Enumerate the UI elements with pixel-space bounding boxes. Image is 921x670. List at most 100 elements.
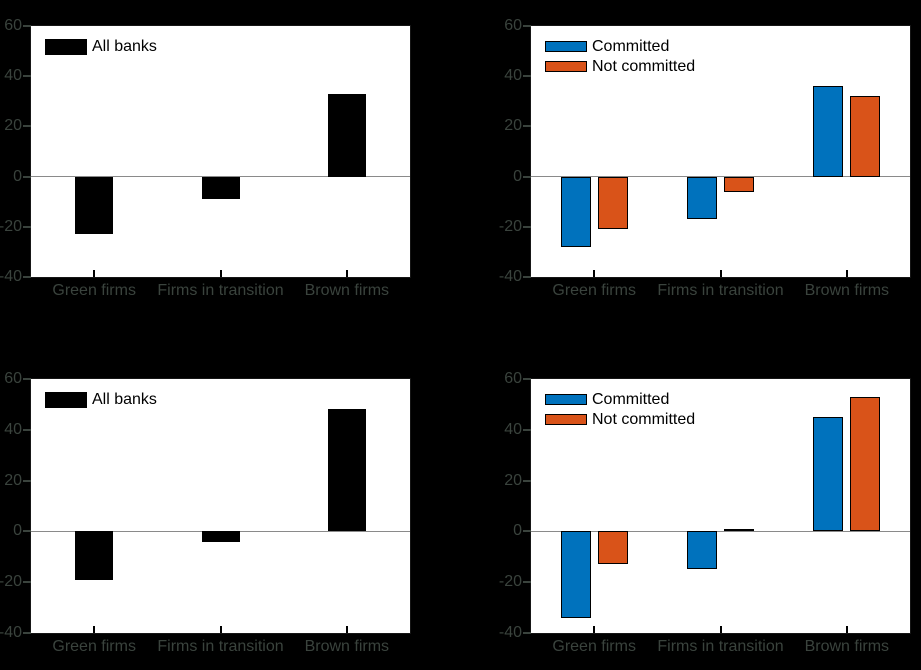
y-tick-label: -20 [0, 573, 22, 591]
y-tick-mark [523, 632, 531, 634]
zero-line [531, 530, 910, 533]
y-tick-mark [523, 378, 531, 380]
y-tick-mark [523, 225, 531, 228]
plot-area: 60 40 20 0 -20 -40 Green firms Firms in transit… [499, 370, 910, 655]
x-tick-label: Green firms [552, 282, 636, 299]
y-tick-label: 40 [4, 67, 22, 85]
bar-all-banks-brown-firms [327, 93, 366, 177]
legend-item: Committed [545, 391, 695, 408]
y-tick-label: -40 [0, 268, 22, 285]
bar-all-banks-firms-in-transition [201, 176, 240, 200]
y-tick-mark [23, 25, 31, 27]
legend-item: Not committed [545, 58, 695, 75]
zero-line [531, 175, 910, 178]
y-tick-mark [23, 479, 31, 482]
y-tick-label: -40 [0, 624, 22, 641]
plot-area: 60 40 20 0 -20 -40 Green firms Firms in transit… [499, 17, 910, 299]
legend-label: All banks [92, 391, 157, 408]
legend-label: Committed [592, 38, 670, 55]
panel-bottom-left: 60 40 20 0 -20 -40 Green firms Firms in transit… [0, 370, 411, 655]
legend-swatch [45, 38, 87, 55]
y-tick-label: 0 [13, 522, 22, 540]
bar-committed-firms-in-transition [687, 176, 717, 220]
bar-not-committed-green-firms [597, 531, 628, 565]
y-tick-label: 60 [504, 17, 522, 34]
y-tick-label: 0 [513, 167, 522, 185]
legend: All banks [45, 391, 157, 411]
y-tick-mark [523, 25, 531, 27]
x-tick-mark [93, 270, 96, 277]
y-tick-mark [23, 530, 31, 533]
legend: All banks [45, 38, 157, 58]
y-tick-mark [23, 225, 31, 228]
x-tick-label: Firms in transition [657, 638, 784, 655]
bar-all-banks-brown-firms [327, 409, 366, 532]
bar-committed-firms-in-transition [687, 531, 717, 570]
legend-swatch [45, 391, 87, 408]
y-tick-mark [523, 75, 531, 78]
panel-top-left: 60 40 20 0 -20 -40 Green firms Firms in transit… [0, 17, 411, 299]
y-tick-label: 60 [4, 370, 22, 387]
x-tick-mark [345, 270, 348, 277]
bar-not-committed-brown-firms [850, 396, 881, 532]
x-tick-mark [845, 270, 848, 277]
legend-label: All banks [92, 38, 157, 55]
y-tick-label: 0 [13, 167, 22, 185]
legend-swatch [545, 41, 587, 52]
bar-committed-brown-firms [813, 417, 844, 532]
y-tick-mark [23, 75, 31, 78]
y-tick-mark [523, 530, 531, 533]
y-tick-label: -40 [498, 624, 522, 641]
legend-item: All banks [45, 38, 157, 55]
y-tick-label: 20 [4, 117, 22, 135]
x-tick-mark [219, 626, 222, 633]
x-tick-label: Brown firms [304, 282, 390, 299]
legend-swatch [545, 61, 587, 72]
x-tick-mark [219, 270, 222, 277]
legend-item: Not committed [545, 411, 695, 428]
legend-label: Committed [592, 391, 670, 408]
bar-all-banks-green-firms [75, 531, 114, 580]
y-tick-label: -20 [498, 573, 522, 591]
x-tick-label: Brown firms [304, 638, 390, 655]
y-tick-label: 0 [513, 522, 522, 540]
y-tick-label: -40 [498, 268, 522, 285]
y-tick-label: 20 [4, 471, 22, 489]
legend: Committed Not committed [545, 391, 695, 431]
y-tick-mark [523, 125, 531, 128]
bar-committed-green-firms [560, 531, 591, 618]
y-tick-mark [23, 125, 31, 128]
panel-top-right: 60 40 20 0 -20 -40 Green firms Firms in transit… [499, 17, 911, 299]
y-tick-mark [23, 175, 31, 178]
plot-area: 60 40 20 0 -20 -40 Green firms Firms in transit… [0, 17, 410, 299]
x-tick-label: Firms in transition [157, 638, 284, 655]
y-tick-mark [523, 276, 531, 278]
plot-area: 60 40 20 0 -20 -40 Green firms Firms in transit… [0, 370, 410, 655]
legend-label: Not committed [592, 58, 696, 75]
x-tick-label: Brown firms [804, 282, 890, 299]
x-tick-label: Green firms [52, 638, 136, 655]
y-tick-label: 60 [4, 17, 22, 34]
bar-committed-brown-firms [813, 86, 844, 177]
x-tick-mark [719, 270, 722, 277]
x-tick-mark [845, 626, 848, 633]
y-tick-label: 20 [504, 471, 522, 489]
x-tick-mark [593, 270, 596, 277]
x-tick-mark [719, 626, 722, 633]
x-tick-label: Firms in transition [657, 282, 784, 299]
y-tick-mark [23, 581, 31, 584]
x-tick-mark [593, 626, 596, 633]
bar-all-banks-green-firms [75, 176, 114, 235]
legend: Committed Not committed [545, 38, 695, 78]
bar-not-committed-brown-firms [850, 96, 881, 177]
x-tick-label: Brown firms [804, 638, 890, 655]
bar-all-banks-firms-in-transition [201, 531, 240, 542]
bar-not-committed-firms-in-transition [724, 528, 754, 532]
y-tick-label: 40 [4, 420, 22, 438]
legend-label: Not committed [592, 411, 696, 428]
y-tick-label: -20 [498, 217, 522, 235]
y-tick-mark [523, 479, 531, 482]
x-tick-mark [93, 626, 96, 633]
y-tick-mark [23, 632, 31, 634]
